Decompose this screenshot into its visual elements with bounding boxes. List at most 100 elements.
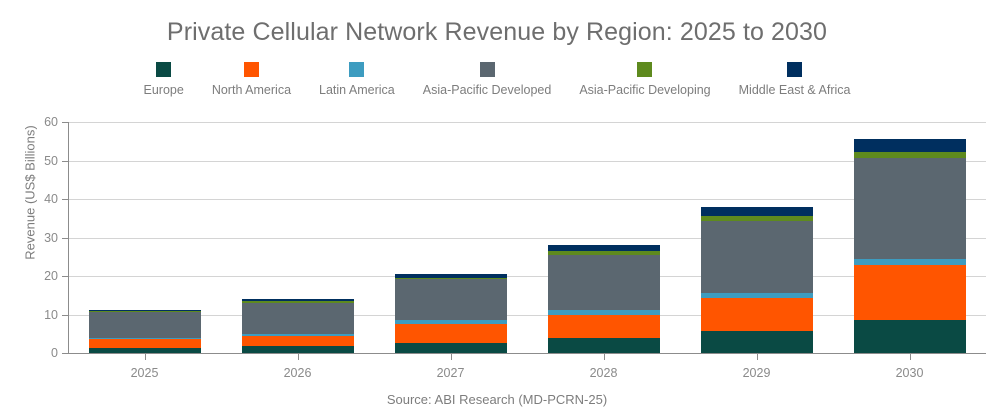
gridline [68,160,986,162]
gridline [68,276,986,277]
legend-swatch-icon [156,62,172,77]
y-tick-mark [62,122,68,123]
y-tick-label: 10 [44,307,58,322]
bar-segment[interactable] [700,221,813,293]
bar-segment[interactable] [241,299,354,302]
bar-segment[interactable] [853,259,966,265]
x-tick-mark [909,354,911,360]
x-tick-label-2026: 2026 [283,366,312,380]
bar-segment[interactable] [700,216,813,222]
legend-swatch-icon [243,62,259,77]
legend-item-asia-pacific-developing[interactable]: Asia-Pacific Developing [565,62,724,97]
legend-item-asia-pacific-developed[interactable]: Asia-Pacific Developed [409,62,566,97]
bar-segment[interactable] [700,207,813,217]
x-tick-label-2025: 2025 [130,366,159,380]
y-tick-mark [62,276,68,277]
y-tick-mark [62,353,68,354]
legend-item-north-america[interactable]: North America [198,62,305,97]
legend-swatch-icon [479,62,495,77]
bar-segment[interactable] [241,346,354,353]
bar-segment[interactable] [88,311,201,338]
legend-item-middle-east-africa[interactable]: Middle East & Africa [725,62,865,97]
bar-segment[interactable] [700,297,813,331]
bar-segment[interactable] [394,320,507,324]
gridline [68,199,986,200]
x-tick-mark [756,354,758,360]
y-tick-label: 20 [44,269,58,283]
bar-segment[interactable] [88,338,201,340]
x-tick-mark [450,354,452,360]
source-note: Source: ABI Research (MD-PCRN-25) [386,392,608,407]
gridline [68,122,986,123]
chart-legend: Europe North America Latin America Asia-Pac… [0,62,994,97]
legend-label: Asia-Pacific Developed [422,83,552,97]
x-tick-label-2030: 2030 [895,366,924,380]
bar-segment[interactable] [853,319,966,353]
bar-segment[interactable] [241,301,354,303]
x-tick-label-2029: 2029 [742,366,771,380]
bar-segment[interactable] [394,323,507,343]
bar-segment[interactable] [547,251,660,256]
bar-2025[interactable] [88,122,201,353]
y-tick-label: 60 [44,115,58,129]
y-axis-line [68,122,69,353]
bar-segment[interactable] [241,334,354,337]
bar-segment[interactable] [853,138,966,153]
y-tick-label: 50 [44,153,58,168]
legend-swatch-icon [787,62,803,77]
bar-segment[interactable] [853,264,966,320]
bar-segment[interactable] [394,279,507,321]
y-tick-mark [62,199,68,200]
x-tick-label-2027: 2027 [436,366,465,380]
legend-label: Latin America [319,83,395,97]
bar-segment[interactable] [241,302,354,335]
legend-swatch-icon [637,62,653,77]
y-tick-label: 0 [51,346,58,360]
y-tick-label: 40 [44,192,58,206]
bar-2026[interactable] [241,122,354,353]
bar-segment[interactable] [241,336,354,347]
bar-segment[interactable] [88,347,201,353]
bar-segment[interactable] [394,343,507,353]
plot-area [68,122,986,353]
bar-segment[interactable] [853,158,966,260]
x-tick-mark [603,354,605,360]
bar-2028[interactable] [547,122,660,353]
bar-segment[interactable] [394,277,507,280]
bar-segment[interactable] [700,292,813,298]
x-tick-mark [144,354,146,360]
bar-segment[interactable] [547,314,660,338]
gridline [68,314,986,316]
bar-segment[interactable] [547,245,660,252]
y-tick-label: 30 [44,230,58,245]
legend-label: Middle East & Africa [738,83,851,97]
x-tick-label-2028: 2028 [589,366,618,380]
bar-segment[interactable] [547,310,660,315]
y-tick-mark [62,237,68,239]
y-tick-mark [62,314,68,316]
bar-2029[interactable] [700,122,813,353]
legend-label: Europe [143,83,184,97]
legend-swatch-icon [349,62,365,77]
bar-segment[interactable] [700,330,813,353]
legend-item-europe[interactable]: Europe [130,62,198,97]
bar-segment[interactable] [394,274,507,278]
bar-2027[interactable] [394,122,507,353]
bar-segment[interactable] [547,337,660,353]
x-axis-line [68,353,986,354]
legend-label: North America [211,83,292,97]
bar-segment[interactable] [88,311,201,312]
legend-label: Asia-Pacific Developing [579,83,711,97]
gridline [68,237,986,239]
bar-segment[interactable] [547,255,660,311]
x-tick-mark [297,354,299,360]
bar-segment[interactable] [88,339,201,348]
bar-segment[interactable] [853,152,966,159]
legend-item-latin-america[interactable]: Latin America [305,62,409,97]
y-tick-mark [62,160,68,162]
bar-segment[interactable] [88,309,201,312]
chart-title: Private Cellular Network Revenue by Regi… [166,18,828,46]
bar-2030[interactable] [853,122,966,353]
